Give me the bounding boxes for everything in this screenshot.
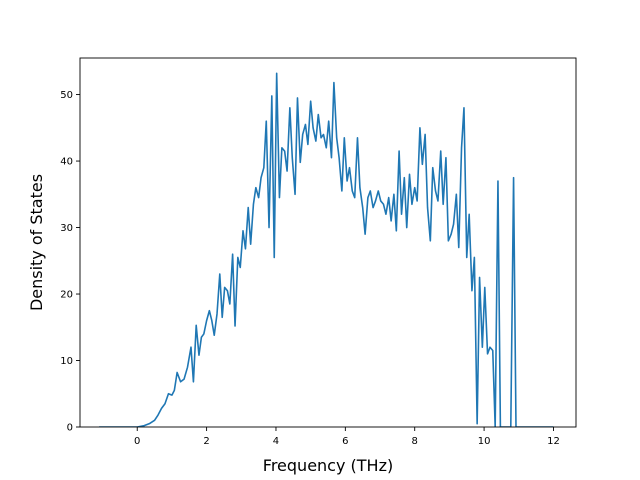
y-tick-label: 0 <box>67 423 73 434</box>
x-tick-label: 6 <box>342 436 348 447</box>
x-tick-label: 2 <box>203 436 209 447</box>
x-axis-ticks: 0 2 4 6 8 10 12 <box>134 427 560 447</box>
y-tick-label: 10 <box>60 356 73 367</box>
x-tick-label: 10 <box>478 436 491 447</box>
x-tick-label: 4 <box>273 436 279 447</box>
x-axis-label: Frequency (THz) <box>263 456 393 475</box>
plot-frame <box>79 57 577 428</box>
x-tick-label: 0 <box>134 436 140 447</box>
plot-area <box>79 57 577 428</box>
x-tick-label: 12 <box>547 436 560 447</box>
y-axis-ticks: 0 10 20 30 40 50 <box>60 90 80 434</box>
dos-series-line <box>99 72 554 427</box>
y-tick-label: 30 <box>60 223 73 234</box>
y-tick-label: 40 <box>60 157 73 168</box>
y-tick-label: 20 <box>60 290 73 301</box>
y-tick-label: 50 <box>60 90 73 101</box>
y-axis-label: Density of States <box>27 174 46 311</box>
x-tick-label: 8 <box>412 436 418 447</box>
